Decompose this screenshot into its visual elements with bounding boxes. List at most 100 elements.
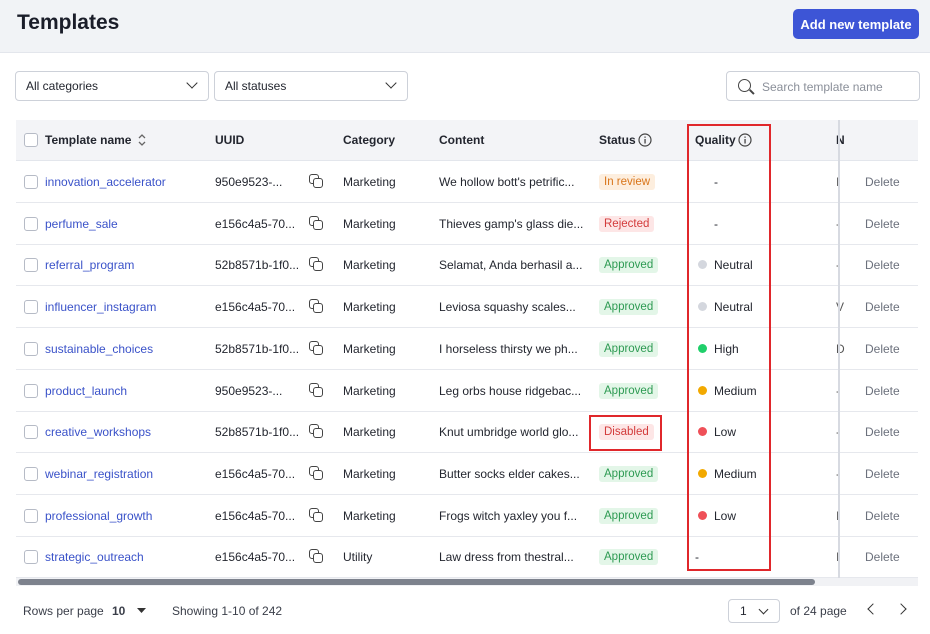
delete-button[interactable]: Delete	[865, 300, 900, 315]
status-badge: Approved	[599, 340, 659, 357]
table-row[interactable]: sustainable_choices 52b8571b-1f0... Mark…	[16, 328, 918, 370]
quality-label: Neutral	[714, 258, 753, 273]
chevron-right-icon[interactable]	[895, 603, 907, 615]
table-row[interactable]: webinar_registration e156c4a5-70... Mark…	[16, 453, 918, 495]
status-badge: Approved	[599, 507, 659, 524]
table-row[interactable]: creative_workshops 52b8571b-1f0... Marke…	[16, 411, 918, 454]
delete-button[interactable]: Delete	[865, 383, 900, 398]
search-input[interactable]	[762, 78, 912, 95]
horizontal-scrollbar-thumb[interactable]	[18, 579, 815, 585]
delete-button[interactable]: Delete	[865, 425, 900, 440]
status-badge: Approved	[599, 382, 659, 399]
template-name-link[interactable]: sustainable_choices	[45, 341, 154, 356]
table-row[interactable]: product_launch 950e9523-... Marketing Le…	[16, 370, 918, 412]
caret-down-icon[interactable]	[137, 608, 146, 614]
status-badge: Approved	[599, 299, 659, 316]
page-title: Templates	[17, 11, 120, 34]
truncated-cell: I	[836, 550, 839, 564]
delete-button[interactable]: Delete	[865, 508, 900, 523]
row-checkbox[interactable]	[24, 258, 38, 273]
copy-icon[interactable]	[309, 382, 323, 397]
table-row[interactable]: strategic_outreach e156c4a5-70... Utilit…	[16, 536, 918, 578]
delete-button[interactable]: Delete	[865, 258, 900, 273]
chevron-down-icon	[385, 77, 397, 89]
category-value: Marketing	[343, 425, 396, 440]
table-row[interactable]: referral_program 52b8571b-1f0... Marketi…	[16, 244, 918, 287]
row-checkbox[interactable]	[24, 425, 38, 440]
copy-icon[interactable]	[309, 549, 323, 564]
uuid-value: 950e9523-...	[215, 175, 283, 189]
status-badge: Approved	[599, 549, 659, 566]
copy-icon[interactable]	[309, 257, 323, 272]
header: Templates Add new template	[0, 0, 930, 53]
sticky-column-divider	[838, 120, 840, 578]
select-all-checkbox[interactable]	[24, 133, 38, 147]
template-name-link[interactable]: strategic_outreach	[45, 550, 144, 565]
column-header-truncated: N	[836, 133, 845, 147]
table-row[interactable]: innovation_accelerator 950e9523-... Mark…	[16, 161, 918, 203]
row-checkbox[interactable]	[24, 508, 38, 523]
template-name-link[interactable]: influencer_instagram	[45, 300, 157, 315]
search-box[interactable]	[726, 71, 920, 101]
template-name-link[interactable]: perfume_sale	[45, 216, 118, 231]
page-select[interactable]: 1	[728, 599, 780, 623]
copy-icon[interactable]	[309, 424, 323, 439]
info-icon[interactable]	[738, 133, 752, 147]
copy-icon[interactable]	[309, 340, 323, 355]
template-name-link[interactable]: webinar_registration	[45, 466, 154, 481]
template-name-link[interactable]: creative_workshops	[45, 425, 152, 440]
table-row[interactable]: perfume_sale e156c4a5-70... Marketing Th…	[16, 203, 918, 245]
rows-per-page-label: Rows per page	[23, 604, 104, 618]
template-name-link[interactable]: innovation_accelerator	[45, 175, 166, 189]
column-header-name[interactable]: Template name	[45, 133, 132, 147]
category-filter-select[interactable]: All categories	[15, 71, 209, 101]
status-badge: In review	[599, 174, 656, 190]
content-preview: Knut umbridge world glo...	[439, 425, 579, 440]
quality-label: Medium	[714, 383, 757, 398]
column-header-content: Content	[439, 133, 485, 147]
sort-icon[interactable]	[138, 134, 146, 146]
category-filter-value: All categories	[26, 79, 99, 93]
delete-button[interactable]: Delete	[865, 341, 900, 356]
chevron-left-icon[interactable]	[867, 603, 879, 615]
row-checkbox[interactable]	[24, 216, 38, 231]
copy-icon[interactable]	[309, 215, 323, 230]
template-name-link[interactable]: referral_program	[45, 258, 135, 273]
add-template-button[interactable]: Add new template	[793, 9, 919, 39]
content-preview: Selamat, Anda berhasil a...	[439, 258, 583, 273]
table-row[interactable]: professional_growth e156c4a5-70... Marke…	[16, 495, 918, 537]
template-name-link[interactable]: product_launch	[45, 383, 128, 398]
rows-per-page-value[interactable]: 10	[112, 604, 126, 618]
template-name-link[interactable]: professional_growth	[45, 508, 153, 523]
quality-empty: -	[695, 550, 699, 565]
delete-button[interactable]: Delete	[865, 175, 900, 189]
quality-dot-icon	[698, 385, 707, 395]
info-icon[interactable]	[638, 133, 652, 147]
row-checkbox[interactable]	[24, 175, 38, 189]
quality-label: High	[714, 341, 739, 356]
row-checkbox[interactable]	[24, 300, 38, 315]
uuid-value: e156c4a5-70...	[215, 300, 296, 315]
row-checkbox[interactable]	[24, 383, 38, 398]
content-preview: Thieves gamp's glass die...	[439, 216, 584, 231]
row-checkbox[interactable]	[24, 466, 38, 481]
copy-icon[interactable]	[309, 507, 323, 522]
quality-label: Low	[714, 508, 737, 523]
copy-icon[interactable]	[309, 174, 323, 188]
content-preview: Leviosa squashy scales...	[439, 300, 576, 315]
status-filter-value: All statuses	[225, 79, 287, 93]
row-checkbox[interactable]	[24, 550, 38, 565]
row-checkbox[interactable]	[24, 341, 38, 356]
truncated-cell: I	[836, 509, 839, 523]
status-badge: Disabled	[599, 424, 654, 441]
status-filter-select[interactable]: All statuses	[214, 71, 408, 101]
copy-icon[interactable]	[309, 465, 323, 480]
table-row[interactable]: influencer_instagram e156c4a5-70... Mark…	[16, 286, 918, 329]
copy-icon[interactable]	[309, 299, 323, 314]
content-preview: Frogs witch yaxley you f...	[439, 508, 578, 523]
delete-button[interactable]: Delete	[865, 216, 900, 231]
delete-button[interactable]: Delete	[865, 550, 900, 565]
delete-button[interactable]: Delete	[865, 466, 900, 481]
page-select-value: 1	[740, 604, 747, 618]
uuid-value: 52b8571b-1f0...	[215, 425, 300, 440]
